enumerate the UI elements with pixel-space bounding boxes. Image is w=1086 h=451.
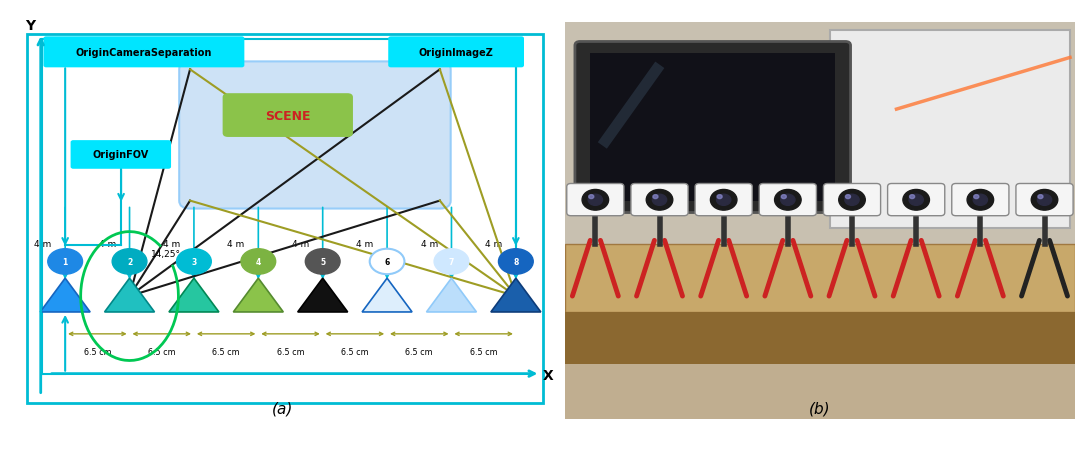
Text: 6.5 cm: 6.5 cm <box>148 347 176 356</box>
Polygon shape <box>233 279 283 312</box>
Circle shape <box>653 195 658 199</box>
FancyBboxPatch shape <box>591 54 835 201</box>
Bar <box>565 23 1075 253</box>
Text: 4 m: 4 m <box>420 239 438 249</box>
FancyBboxPatch shape <box>574 42 850 213</box>
FancyBboxPatch shape <box>695 184 753 216</box>
FancyBboxPatch shape <box>389 37 525 68</box>
FancyBboxPatch shape <box>71 141 172 170</box>
Text: 4 m: 4 m <box>356 239 374 249</box>
Circle shape <box>646 190 673 211</box>
FancyBboxPatch shape <box>567 184 624 216</box>
Circle shape <box>845 195 850 199</box>
Text: 4 m: 4 m <box>99 239 116 249</box>
Text: 6.5 cm: 6.5 cm <box>212 347 240 356</box>
Circle shape <box>653 195 667 206</box>
Text: 4 m: 4 m <box>163 239 180 249</box>
Circle shape <box>710 190 737 211</box>
Text: SCENE: SCENE <box>265 109 311 122</box>
Text: 4 m: 4 m <box>292 239 310 249</box>
Text: 14,25°: 14,25° <box>151 250 181 259</box>
Circle shape <box>498 249 533 275</box>
FancyBboxPatch shape <box>43 37 244 68</box>
Text: 4 m: 4 m <box>35 239 52 249</box>
Circle shape <box>589 195 594 199</box>
FancyBboxPatch shape <box>887 184 945 216</box>
Circle shape <box>781 195 786 199</box>
FancyBboxPatch shape <box>631 184 689 216</box>
Polygon shape <box>427 279 477 312</box>
Text: 7: 7 <box>449 258 454 267</box>
Circle shape <box>845 195 859 206</box>
Circle shape <box>717 195 722 199</box>
Circle shape <box>974 195 978 199</box>
Circle shape <box>1037 195 1051 206</box>
FancyBboxPatch shape <box>759 184 817 216</box>
Text: 6.5 cm: 6.5 cm <box>470 347 497 356</box>
Circle shape <box>177 249 212 275</box>
Circle shape <box>967 190 994 211</box>
Polygon shape <box>362 279 412 312</box>
Circle shape <box>589 195 603 206</box>
FancyBboxPatch shape <box>27 34 543 404</box>
Circle shape <box>582 190 608 211</box>
Text: 1: 1 <box>63 258 67 267</box>
Text: 3: 3 <box>191 258 197 267</box>
Circle shape <box>909 195 923 206</box>
FancyBboxPatch shape <box>179 62 451 209</box>
Text: 5: 5 <box>320 258 326 267</box>
Text: 6.5 cm: 6.5 cm <box>84 347 111 356</box>
Polygon shape <box>40 279 90 312</box>
Text: 2: 2 <box>127 258 132 267</box>
Text: 6: 6 <box>384 258 390 267</box>
Text: 4 m: 4 m <box>227 239 244 249</box>
Circle shape <box>112 249 147 275</box>
FancyBboxPatch shape <box>830 31 1070 229</box>
Circle shape <box>781 195 795 206</box>
Circle shape <box>910 195 914 199</box>
FancyBboxPatch shape <box>1015 184 1073 216</box>
Bar <box>565 312 1075 364</box>
Text: 6.5 cm: 6.5 cm <box>277 347 304 356</box>
FancyBboxPatch shape <box>823 184 881 216</box>
Polygon shape <box>298 279 348 312</box>
Circle shape <box>48 249 83 275</box>
Circle shape <box>973 195 987 206</box>
Text: X: X <box>543 368 554 382</box>
Polygon shape <box>104 279 154 312</box>
Circle shape <box>1032 190 1058 211</box>
Circle shape <box>774 190 801 211</box>
Polygon shape <box>169 279 219 312</box>
Text: 8: 8 <box>514 258 518 267</box>
Polygon shape <box>491 279 541 312</box>
Text: 6.5 cm: 6.5 cm <box>405 347 433 356</box>
Text: OriginImageZ: OriginImageZ <box>419 48 493 58</box>
Circle shape <box>305 249 340 275</box>
Text: (b): (b) <box>809 400 831 415</box>
Circle shape <box>1038 195 1043 199</box>
Text: Y: Y <box>25 18 35 32</box>
Text: (a): (a) <box>272 400 293 415</box>
Circle shape <box>434 249 469 275</box>
Circle shape <box>369 249 404 275</box>
Circle shape <box>717 195 731 206</box>
FancyBboxPatch shape <box>951 184 1009 216</box>
Circle shape <box>838 190 866 211</box>
Text: OriginFOV: OriginFOV <box>93 150 149 160</box>
Text: 4: 4 <box>255 258 261 267</box>
Circle shape <box>902 190 930 211</box>
Text: 4 m: 4 m <box>485 239 502 249</box>
FancyBboxPatch shape <box>223 94 353 138</box>
Bar <box>565 245 1075 312</box>
Circle shape <box>241 249 276 275</box>
Text: OriginCameraSeparation: OriginCameraSeparation <box>76 48 212 58</box>
Text: 6.5 cm: 6.5 cm <box>341 347 369 356</box>
